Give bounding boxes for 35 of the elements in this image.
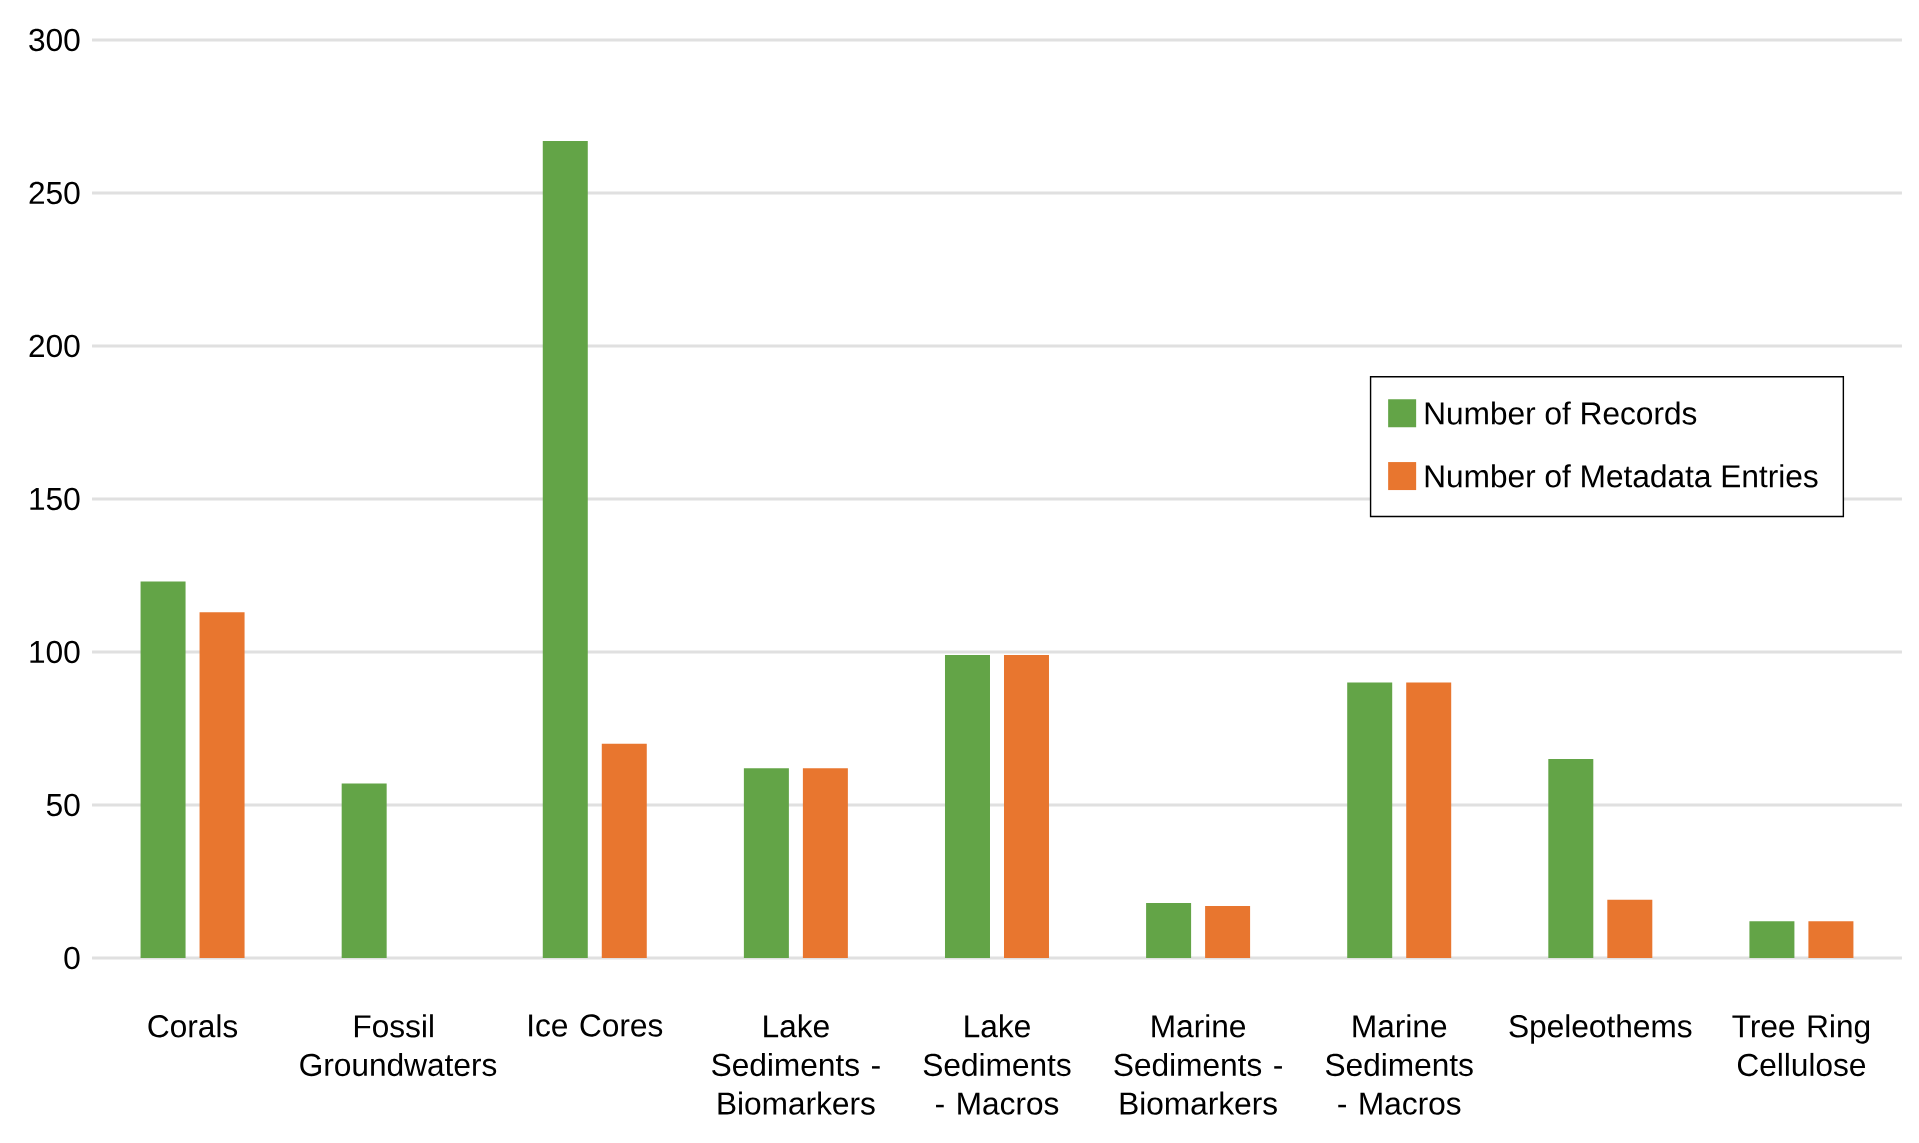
legend-label: Number of Records	[1425, 401, 1697, 425]
x-tick-label: Speleothems	[1509, 1014, 1692, 1044]
y-tick-label: 0	[64, 946, 80, 970]
y-tick-label: 200	[29, 334, 80, 358]
bar	[341, 783, 387, 958]
bar	[1003, 655, 1049, 958]
bar	[1749, 921, 1795, 958]
x-tick-label: Ice Cores	[529, 1014, 663, 1037]
x-tick-label: Marine Sediments - Macros	[1325, 1014, 1473, 1115]
bar	[140, 581, 186, 958]
x-tick-label: Corals	[148, 1014, 238, 1038]
legend-label: Number of Metadata Entries	[1425, 464, 1818, 488]
y-tick-label: 300	[29, 28, 80, 52]
bar	[1205, 905, 1251, 958]
y-tick-label: 100	[30, 640, 80, 664]
bar	[1607, 899, 1653, 958]
bar	[1406, 682, 1452, 958]
bar	[1347, 682, 1393, 958]
y-tick-label: 250	[29, 181, 80, 205]
bar	[199, 612, 245, 958]
bar	[542, 140, 588, 958]
y-tick-label: 150	[30, 487, 80, 511]
bar	[601, 743, 647, 958]
x-tick-label: Marine Sediments - Biomarkers	[1114, 1014, 1282, 1115]
bar	[1146, 902, 1192, 958]
x-tick-label: Fossil Groundwaters	[300, 1014, 497, 1077]
x-tick-label: Tree Ring Cellulose	[1732, 1014, 1870, 1077]
bar	[1548, 759, 1594, 958]
bar	[1808, 921, 1854, 958]
bar	[944, 655, 990, 958]
x-tick-label: Lake Sediments - Biomarkers	[712, 1014, 880, 1115]
x-tick-label: Lake Sediments - Macros	[923, 1014, 1071, 1115]
y-tick-label: 50	[46, 793, 80, 817]
bar	[743, 768, 789, 958]
bar	[802, 768, 848, 958]
